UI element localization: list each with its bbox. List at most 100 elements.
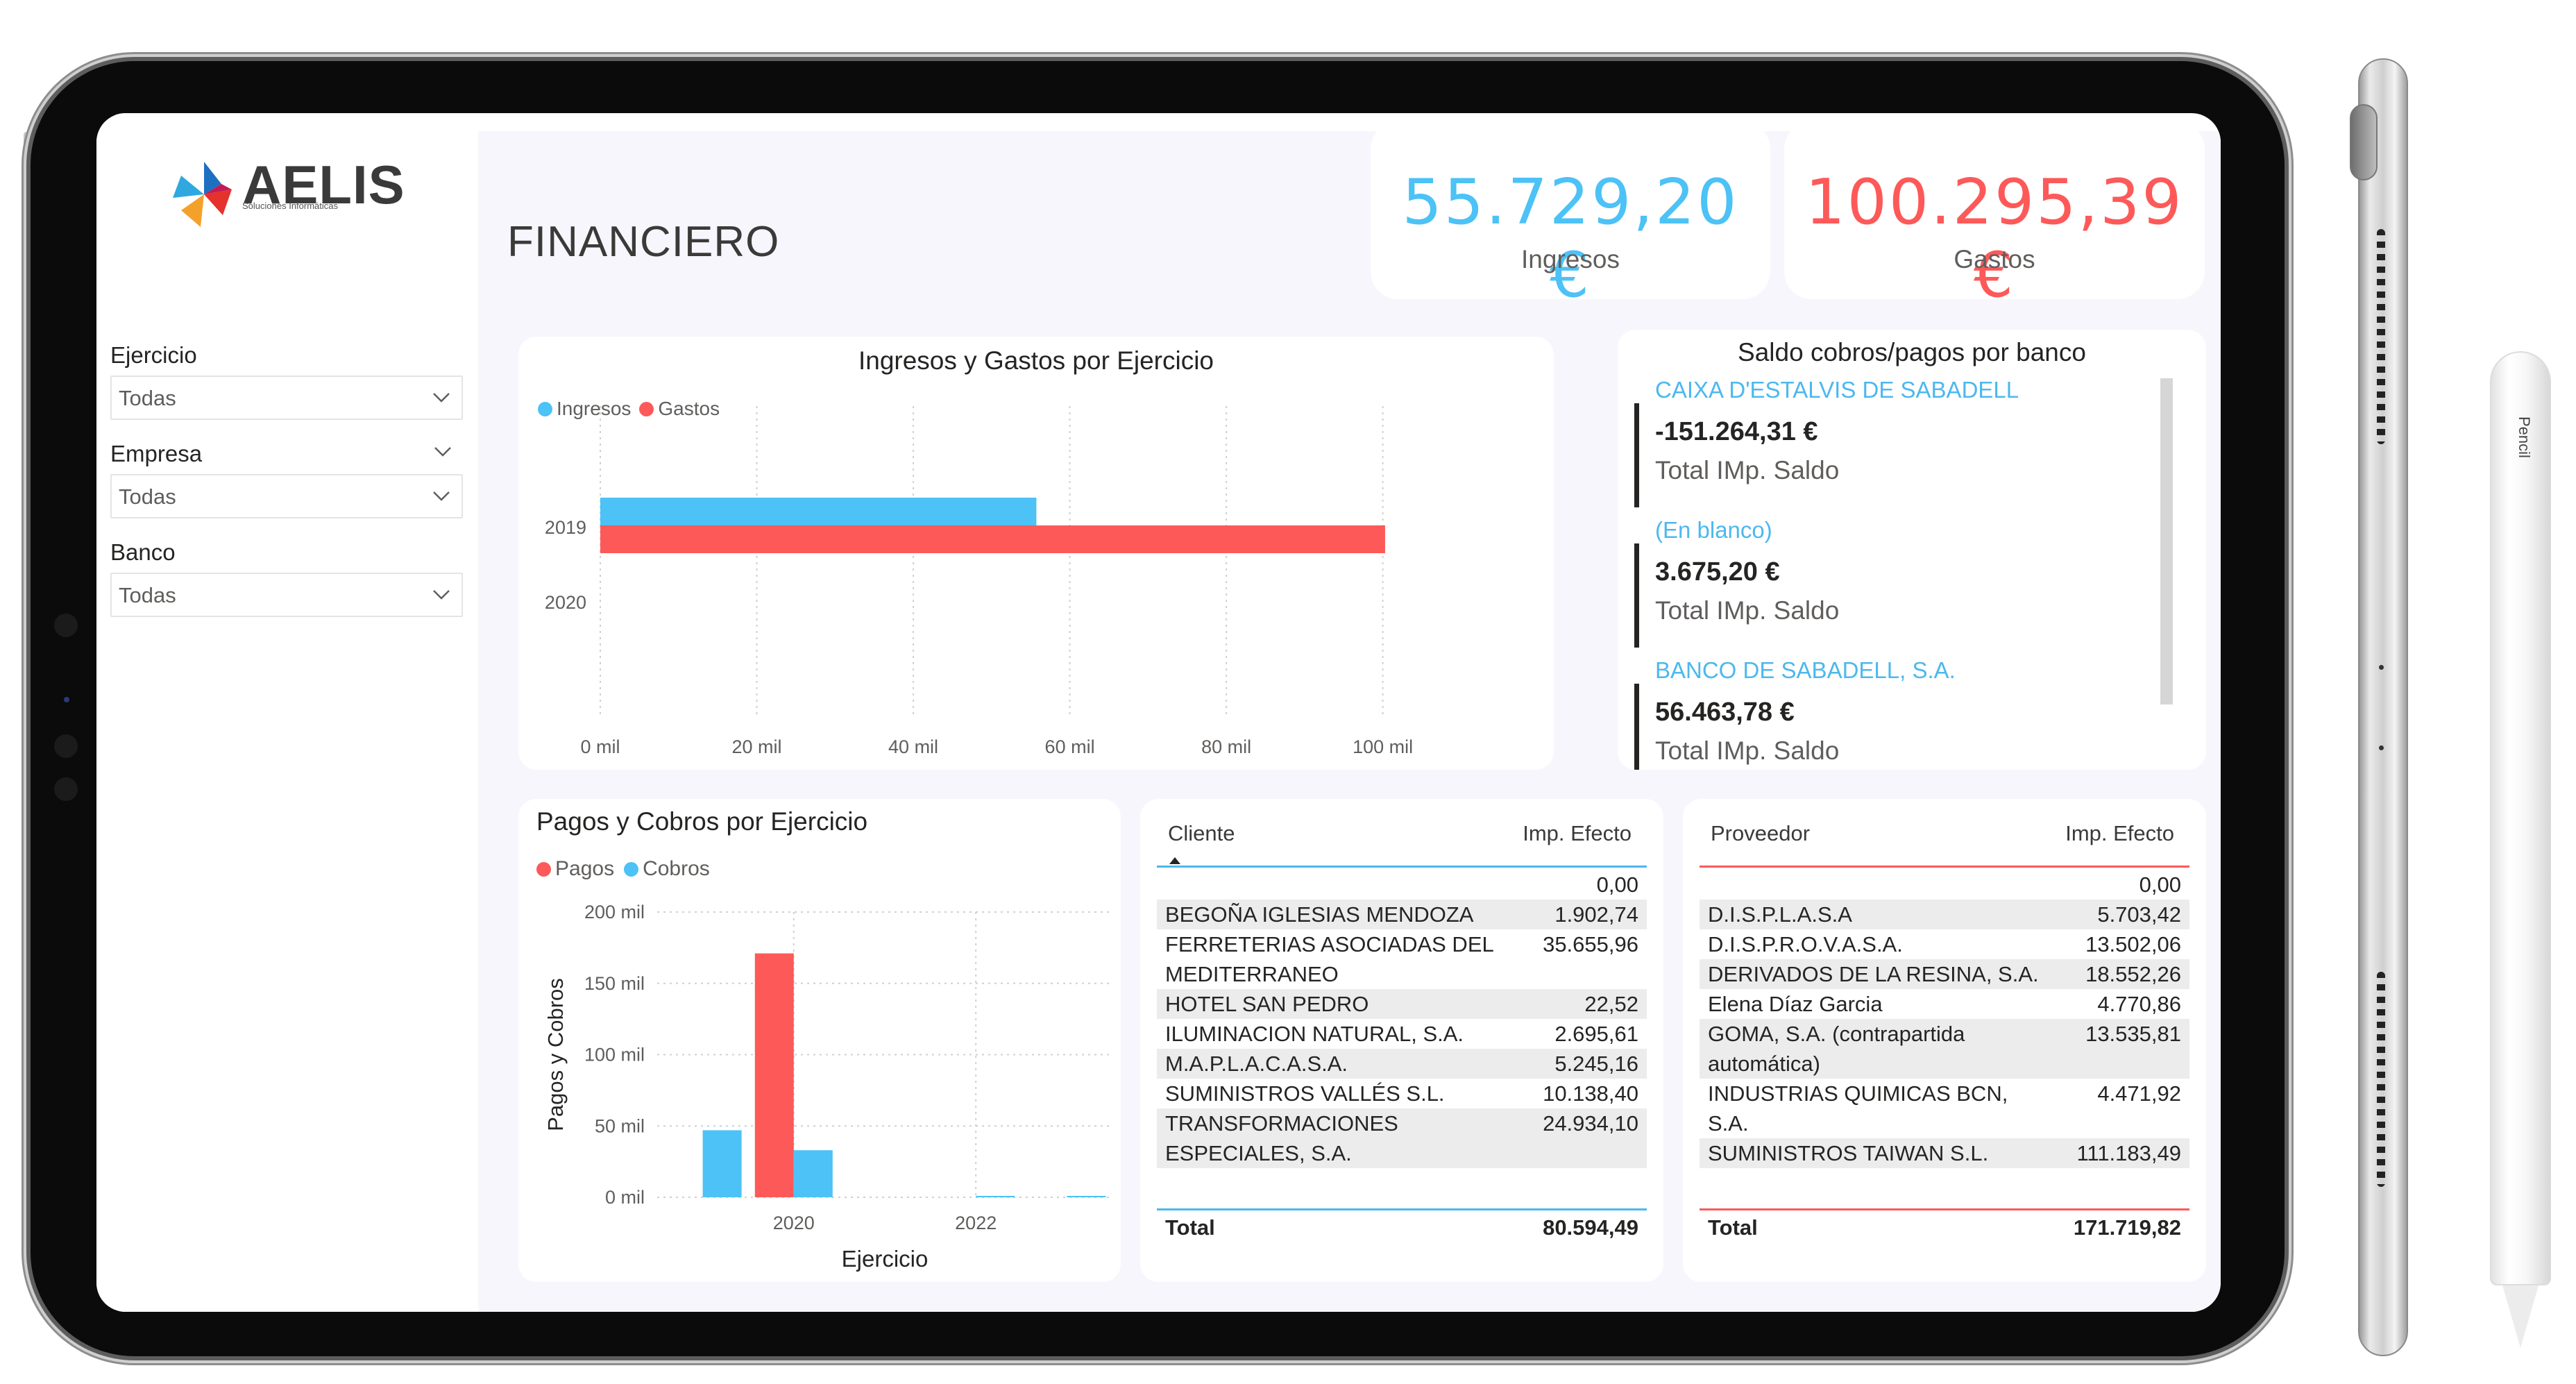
pencil-tip [2502, 1285, 2539, 1348]
saldo-bank-name: BANCO DE SABADELL, S.A. [1655, 657, 1956, 683]
table-row[interactable]: SUMINISTROS VALLÉS S.L. 10.138,40 [1157, 1079, 1647, 1108]
pencil-label: Pencil [2516, 416, 2533, 458]
kpi-card-gastos[interactable]: 100.295,39 € Gastos [1784, 121, 2205, 312]
y-tick-label: 150 mil [584, 973, 645, 994]
chart-plot-pagos-cobros: 200 mil 150 mil 100 mil 50 mil 0 mil 2020 2022… [543, 902, 1112, 1272]
table-cell-value: 5.245,16 [1554, 1052, 1638, 1076]
x-tick-label: 0 mil [580, 736, 620, 757]
table-row[interactable]: HOTEL SAN PEDRO 22,52 [1157, 989, 1647, 1019]
front-sensor [64, 697, 69, 702]
table-cell-name: SUMINISTROS TAIWAN S.L. [1708, 1141, 1989, 1165]
table-cell-name: GOMA, S.A. (contrapartida automática) [1708, 1022, 1965, 1076]
saldo-amount: 56.463,78 € [1655, 698, 1795, 727]
chart-ingresos-gastos[interactable]: Ingresos y Gastos por Ejercicio Ingresos… [518, 337, 1554, 770]
chart-title: Ingresos y Gastos por Ejercicio [858, 346, 1214, 375]
proveedores-table[interactable]: Proveedor Imp. Efecto Total 171.719,82 0… [1683, 799, 2206, 1282]
y-tick-label: 0 mil [605, 1187, 645, 1208]
chart-pagos-cobros[interactable]: Pagos y Cobros por Ejercicio Pagos Cobro… [518, 799, 1121, 1282]
chevron-down-icon [433, 393, 450, 403]
x-tick-label: 20 mil [732, 736, 782, 757]
y-tick-label: 2019 [545, 517, 586, 538]
legend-dot-pagos [536, 861, 551, 877]
saldo-bank-name: CAIXA D'ESTALVIS DE SABADELL [1655, 377, 2019, 403]
bar-cobros [793, 1150, 833, 1197]
microphone-dot [2379, 745, 2384, 750]
table-row[interactable]: FERRETERIAS ASOCIADAS DEL MEDITERRANEO 35.… [1157, 929, 1647, 989]
filter-ejercicio-label: Ejercicio [110, 342, 197, 368]
column-header-proveedor[interactable]: Proveedor [1711, 821, 1811, 845]
table-row[interactable]: BEGOÑA IGLESIAS MENDOZA 1.902,74 [1157, 900, 1647, 929]
saldo-item[interactable]: BANCO DE SABADELL, S.A. 56.463,78 € Tota… [1634, 657, 2162, 770]
table-row[interactable]: GOMA, S.A. (contrapartida automática) 13.5… [1700, 1019, 2189, 1079]
filter-empresa-value: Todas [119, 484, 176, 509]
table-cell-value: 13.502,06 [2085, 932, 2181, 956]
table-total-line [1157, 1208, 1647, 1210]
front-sensor [54, 777, 78, 801]
table-row[interactable]: INDUSTRIAS QUIMICAS BCN, S.A. 4.471,92 [1700, 1079, 2189, 1138]
saldo-item[interactable]: CAIXA D'ESTALVIS DE SABADELL -151.264,31… [1634, 377, 2162, 516]
screen: AELIS Soluciones Informáticas Ejercicio … [96, 113, 2221, 1312]
y-tick-label: 200 mil [584, 902, 645, 922]
kpi-card-ingresos[interactable]: 55.729,20 € Ingresos [1371, 121, 1770, 312]
chevron-down-icon [433, 491, 450, 501]
x-tick-label: 2022 [955, 1213, 997, 1233]
legend-dot-cobros [624, 861, 639, 877]
table-row[interactable]: TRANSFORMACIONES ESPECIALES, S.A. 24.934,1… [1157, 1108, 1647, 1168]
saldo-sublabel: Total IMp. Saldo [1655, 596, 1840, 625]
legend-label-pagos: Pagos [555, 857, 615, 880]
table-total-row: Total 171.719,82 [1700, 1213, 2189, 1242]
front-sensor [54, 734, 78, 758]
sort-ascending-icon[interactable] [1168, 856, 1182, 866]
y-tick-label: 100 mil [584, 1045, 645, 1065]
table-cell-value: 5.703,42 [2097, 902, 2181, 927]
column-header-imp-efecto[interactable]: Imp. Efecto [1523, 821, 1632, 845]
table-row[interactable]: 0,00 [1157, 870, 1647, 900]
kpi-ingresos-label: Ingresos [1521, 245, 1620, 273]
filter-empresa-dropdown[interactable]: Todas [110, 474, 463, 518]
scrollbar[interactable] [2160, 378, 2173, 704]
table-row[interactable]: SUMINISTROS TAIWAN S.L. 111.183,49 [1700, 1138, 2189, 1168]
table-row[interactable]: M.A.P.L.A.C.A.S.A. 5.245,16 [1157, 1049, 1647, 1079]
clientes-table[interactable]: Cliente Imp. Efecto Total 80.594,49 0,00… [1140, 799, 1663, 1282]
table-header-line [1700, 866, 2189, 868]
filter-banco-dropdown[interactable]: Todas [110, 573, 463, 617]
x-tick-label: 100 mil [1353, 736, 1413, 757]
table-cell-value: 24.934,10 [1543, 1111, 1638, 1136]
bar-cobros [1067, 1195, 1106, 1197]
saldo-accent-bar [1634, 684, 1639, 770]
x-tick-label: 80 mil [1201, 736, 1251, 757]
table-cell-name: SUMINISTROS VALLÉS S.L. [1165, 1081, 1445, 1106]
chart-title: Pagos y Cobros por Ejercicio [536, 807, 868, 836]
table-row[interactable]: 0,00 [1700, 870, 2189, 900]
bar-gastos [600, 525, 1385, 553]
y-tick-label: 2020 [545, 592, 586, 613]
saldo-item[interactable]: (En blanco) 3.675,20 € Total IMp. Saldo [1634, 517, 2162, 656]
table-cell-value: 0,00 [2139, 872, 2181, 897]
table-cell-name: ILUMINACION NATURAL, S.A. [1165, 1022, 1464, 1046]
logo-name: AELIS [242, 154, 405, 215]
table-cell-name: M.A.P.L.A.C.A.S.A. [1165, 1052, 1348, 1076]
kpi-gastos-label: Gastos [1954, 245, 2035, 273]
total-label: Total [1165, 1215, 1215, 1240]
table-cell-value: 10.138,40 [1543, 1081, 1638, 1106]
table-row[interactable]: DERIVADOS DE LA RESINA, S.A. 18.552,26 [1700, 959, 2189, 989]
filter-ejercicio-dropdown[interactable]: Todas [110, 375, 463, 420]
table-row[interactable]: D.I.S.P.L.A.S.A 5.703,42 [1700, 900, 2189, 929]
legend-label-ingresos: Ingresos [557, 398, 632, 419]
table-row[interactable]: Elena Díaz Garcia 4.770,86 [1700, 989, 2189, 1019]
table-cell-value: 2.695,61 [1554, 1022, 1638, 1046]
company-logo [166, 149, 395, 233]
table-row[interactable]: ILUMINACION NATURAL, S.A. 2.695,61 [1157, 1019, 1647, 1049]
chart-legend: Ingresos Gastos [538, 398, 720, 420]
saldo-por-banco-card[interactable]: Saldo cobros/pagos por banco CAIXA D'EST… [1618, 330, 2206, 770]
table-row[interactable]: D.I.S.P.R.O.V.A.S.A. 13.502,06 [1700, 929, 2189, 959]
kpi-gastos-value: 100.295,39 € [1805, 166, 2184, 312]
x-tick-label: 40 mil [888, 736, 938, 757]
chevron-down-icon[interactable] [431, 439, 455, 463]
table-cell-name: Elena Díaz Garcia [1708, 992, 1883, 1016]
table-cell-name: HOTEL SAN PEDRO [1165, 992, 1369, 1016]
column-header-imp-efecto[interactable]: Imp. Efecto [2065, 821, 2174, 845]
column-header-cliente[interactable]: Cliente [1168, 821, 1235, 845]
bar-cobros [976, 1195, 1015, 1197]
x-tick-label: 2020 [773, 1213, 815, 1233]
